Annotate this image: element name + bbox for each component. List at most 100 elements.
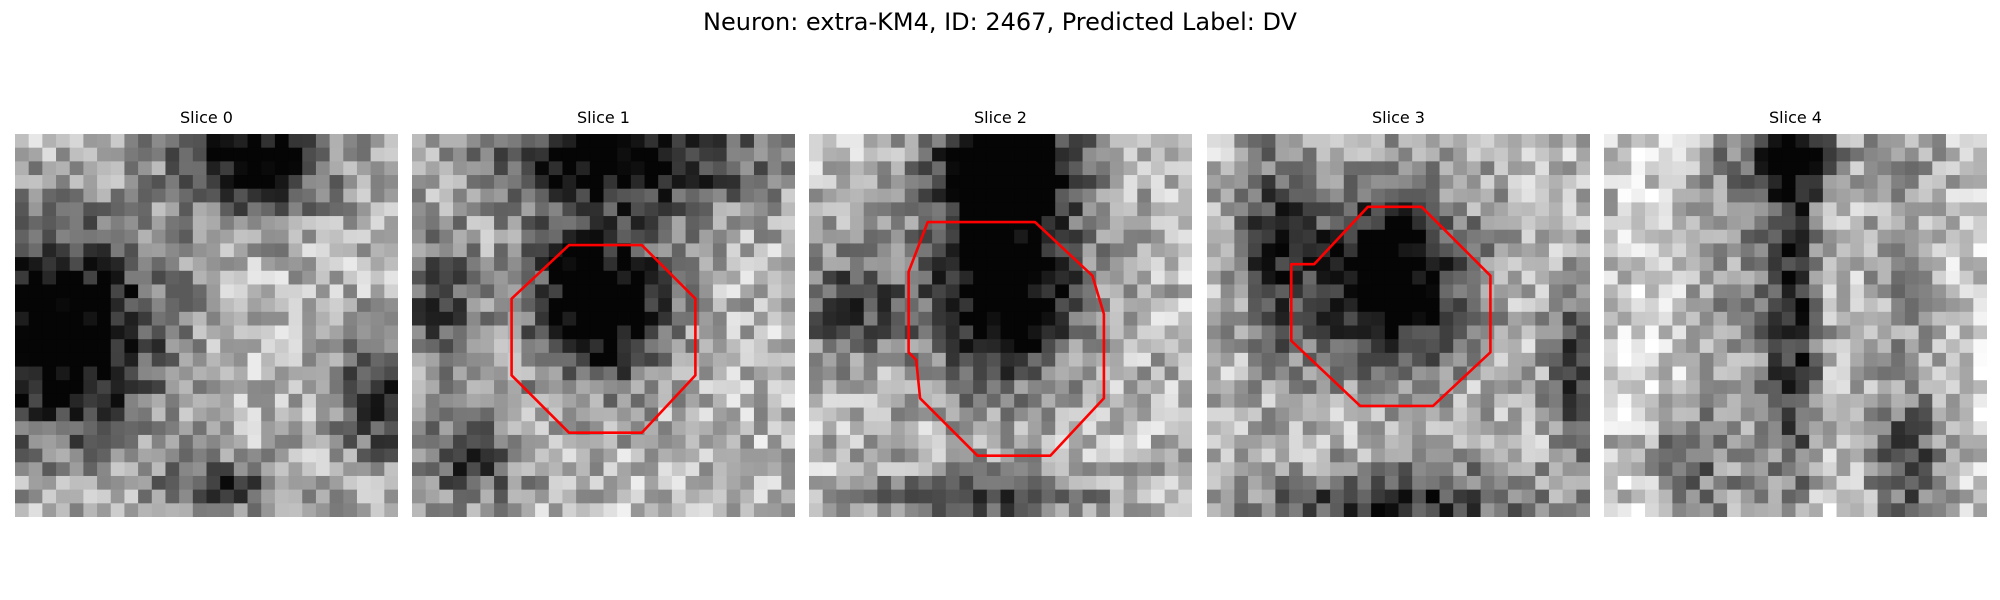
pixel xyxy=(1055,243,1070,258)
pixel xyxy=(1439,188,1454,203)
pixel xyxy=(850,434,865,450)
pixel xyxy=(850,366,865,381)
pixel xyxy=(644,448,659,463)
pixel xyxy=(836,298,851,313)
pixel xyxy=(1781,462,1797,477)
pixel xyxy=(1548,175,1564,190)
pixel xyxy=(658,216,673,231)
pixel xyxy=(699,161,714,176)
pixel xyxy=(274,202,290,217)
pixel xyxy=(480,147,495,162)
pixel xyxy=(918,352,933,368)
pixel xyxy=(904,462,920,477)
pixel xyxy=(179,147,194,162)
pixel xyxy=(1836,284,1851,299)
pixel xyxy=(781,434,795,450)
pixel xyxy=(412,380,427,395)
pixel xyxy=(1316,325,1331,340)
pixel xyxy=(1836,188,1851,203)
pixel xyxy=(1699,134,1715,149)
pixel xyxy=(945,448,961,463)
pixel xyxy=(535,202,550,217)
pixel xyxy=(1234,161,1249,176)
pixel xyxy=(261,325,276,340)
pixel xyxy=(891,339,906,354)
pixel xyxy=(671,462,687,477)
pixel xyxy=(151,489,167,504)
pixel xyxy=(56,339,71,354)
pixel xyxy=(1863,489,1879,504)
pixel xyxy=(1343,393,1359,409)
pixel xyxy=(1150,380,1166,395)
pixel xyxy=(1316,175,1331,190)
pixel xyxy=(1918,270,1933,286)
pixel xyxy=(1562,366,1577,381)
pixel xyxy=(850,462,865,477)
pixel xyxy=(1289,366,1304,381)
pixel xyxy=(192,352,208,368)
pixel xyxy=(822,475,837,491)
pixel xyxy=(1275,298,1290,313)
pixel xyxy=(1207,216,1222,231)
pixel xyxy=(1000,393,1015,409)
pixel xyxy=(658,257,673,272)
pixel xyxy=(1521,298,1536,313)
pixel xyxy=(124,147,139,162)
pixel xyxy=(685,448,700,463)
pixel xyxy=(42,366,57,381)
pixel xyxy=(15,270,30,286)
pixel xyxy=(589,407,605,422)
pixel xyxy=(1425,366,1441,381)
pixel xyxy=(1850,421,1865,436)
pixel xyxy=(206,434,221,450)
pixel xyxy=(138,216,153,231)
pixel xyxy=(712,448,728,463)
pixel xyxy=(329,188,344,203)
pixel xyxy=(1521,243,1536,258)
pixel xyxy=(1781,434,1797,450)
pixel xyxy=(507,503,523,517)
pixel xyxy=(494,298,509,313)
pixel xyxy=(179,393,194,409)
pixel xyxy=(343,393,358,409)
pixel xyxy=(1316,352,1331,368)
pixel xyxy=(1014,352,1029,368)
pixel xyxy=(809,311,824,327)
pixel xyxy=(97,448,112,463)
pixel xyxy=(1672,434,1687,450)
pixel xyxy=(1904,489,1920,504)
pixel xyxy=(425,175,440,190)
pixel xyxy=(521,243,536,258)
pixel xyxy=(1535,298,1550,313)
pixel xyxy=(1480,298,1495,313)
pixel xyxy=(343,175,358,190)
pixel xyxy=(83,257,98,272)
pixel xyxy=(1248,161,1263,176)
pixel xyxy=(1604,202,1619,217)
pixel xyxy=(1234,339,1249,354)
pixel xyxy=(535,229,550,245)
pixel xyxy=(56,134,71,149)
pixel xyxy=(1466,407,1482,422)
pixel xyxy=(1330,298,1345,313)
pixel xyxy=(1645,270,1660,286)
pixel xyxy=(548,434,564,450)
pixel xyxy=(453,339,468,354)
pixel xyxy=(28,325,43,340)
pixel xyxy=(1686,503,1701,517)
pixel xyxy=(1863,462,1879,477)
pixel xyxy=(589,339,605,354)
pixel xyxy=(1904,298,1920,313)
pixel xyxy=(343,298,358,313)
pixel xyxy=(1576,243,1590,258)
pixel xyxy=(1453,284,1468,299)
pixel xyxy=(1275,229,1290,245)
pixel xyxy=(1658,311,1673,327)
pixel xyxy=(1371,284,1386,299)
pixel xyxy=(480,489,495,504)
pixel xyxy=(918,448,933,463)
pixel xyxy=(1740,448,1756,463)
pixel xyxy=(1548,393,1564,409)
pixel xyxy=(28,270,43,286)
pixel xyxy=(535,380,550,395)
